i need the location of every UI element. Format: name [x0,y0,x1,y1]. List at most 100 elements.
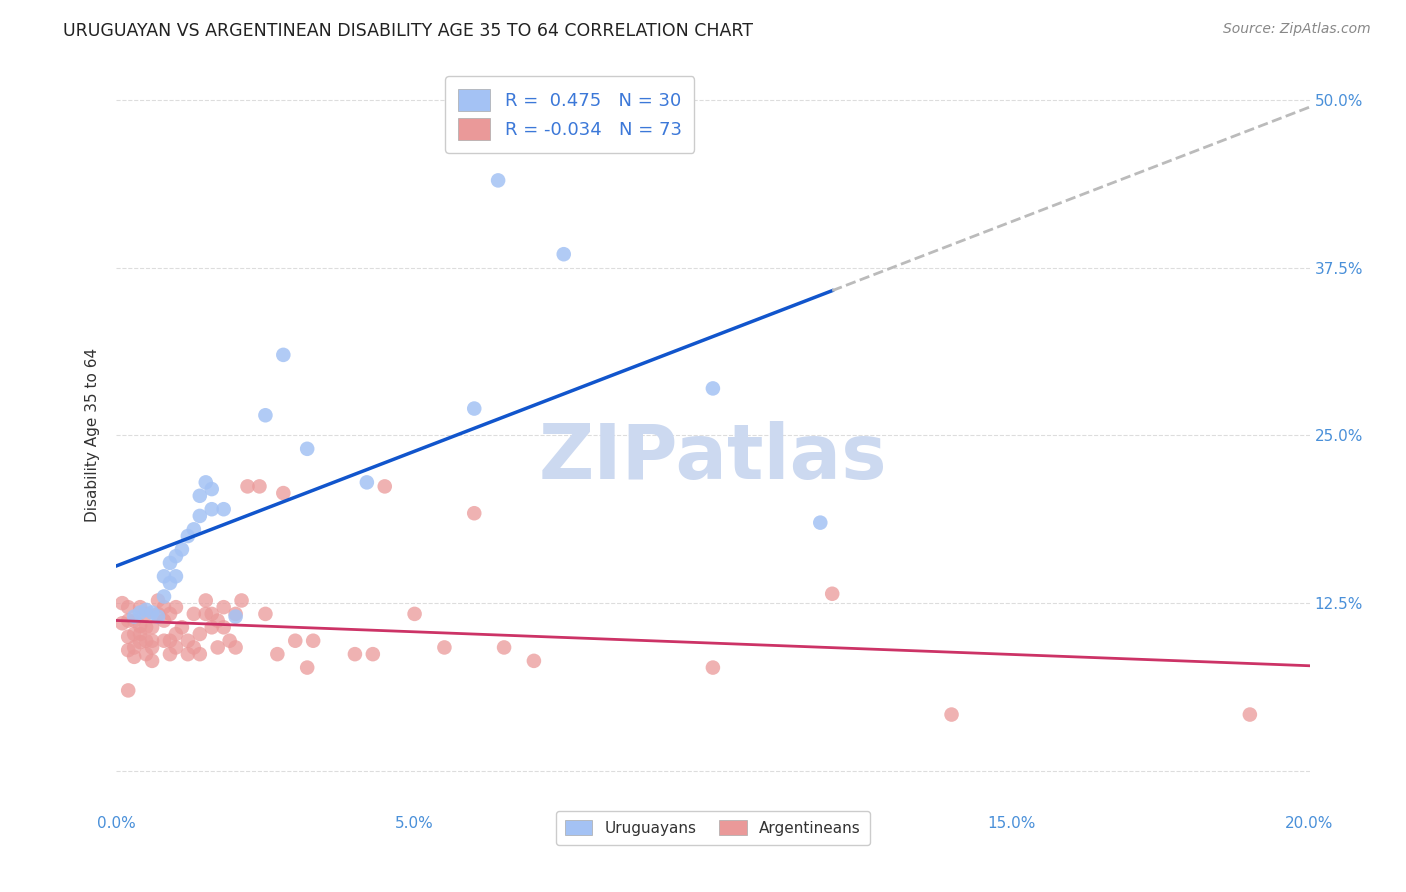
Point [404,607,426,621]
Point [553,247,575,261]
Point [295,660,318,674]
Point [212,600,235,615]
Point [194,607,217,621]
Point [117,614,139,628]
Point [135,633,157,648]
Point [165,627,187,641]
Point [153,590,176,604]
Point [165,600,187,615]
Point [273,348,295,362]
Point [159,647,181,661]
Point [170,620,193,634]
Point [177,647,200,661]
Point [231,593,253,607]
Point [129,606,152,620]
Point [249,479,271,493]
Point [117,643,139,657]
Point [129,619,152,633]
Point [808,516,831,530]
Point [111,596,134,610]
Point [188,627,211,641]
Point [135,647,157,661]
Point [141,640,163,655]
Point [463,506,485,520]
Point [225,640,247,655]
Point [463,401,485,416]
Point [159,556,181,570]
Point [183,522,205,536]
Point [183,607,205,621]
Point [153,569,176,583]
Point [141,654,163,668]
Point [486,173,509,187]
Point [146,593,169,607]
Point [117,630,139,644]
Point [295,442,318,456]
Point [117,600,139,615]
Point [135,603,157,617]
Point [159,576,181,591]
Point [135,607,157,621]
Point [129,627,152,641]
Point [146,607,169,621]
Point [159,607,181,621]
Text: Source: ZipAtlas.com: Source: ZipAtlas.com [1223,22,1371,37]
Point [129,600,152,615]
Point [225,607,247,621]
Point [302,633,325,648]
Point [702,381,724,395]
Point [153,633,176,648]
Point [129,635,152,649]
Point [266,647,288,661]
Point [188,489,211,503]
Point [159,633,181,648]
Point [361,647,384,661]
Point [356,475,378,490]
Point [821,587,844,601]
Point [207,614,229,628]
Text: URUGUAYAN VS ARGENTINEAN DISABILITY AGE 35 TO 64 CORRELATION CHART: URUGUAYAN VS ARGENTINEAN DISABILITY AGE … [63,22,754,40]
Point [254,607,277,621]
Point [122,640,145,655]
Legend: Uruguayans, Argentineans: Uruguayans, Argentineans [555,811,870,845]
Point [177,633,200,648]
Point [374,479,396,493]
Point [177,529,200,543]
Point [135,620,157,634]
Point [284,633,307,648]
Point [941,707,963,722]
Point [153,600,176,615]
Point [194,593,217,607]
Point [170,542,193,557]
Point [212,502,235,516]
Point [523,654,546,668]
Point [183,640,205,655]
Point [433,640,456,655]
Point [188,647,211,661]
Point [141,620,163,634]
Point [343,647,366,661]
Y-axis label: Disability Age 35 to 64: Disability Age 35 to 64 [86,349,100,523]
Point [122,649,145,664]
Point [225,609,247,624]
Point [117,683,139,698]
Point [218,633,240,648]
Point [146,609,169,624]
Point [165,640,187,655]
Point [1239,707,1261,722]
Point [141,606,163,620]
Point [236,479,259,493]
Point [201,607,224,621]
Point [273,486,295,500]
Point [207,640,229,655]
Point [212,620,235,634]
Text: ZIPatlas: ZIPatlas [538,421,887,495]
Point [165,569,187,583]
Point [201,482,224,496]
Point [122,609,145,624]
Point [194,475,217,490]
Point [702,660,724,674]
Point [122,627,145,641]
Point [153,614,176,628]
Point [122,614,145,628]
